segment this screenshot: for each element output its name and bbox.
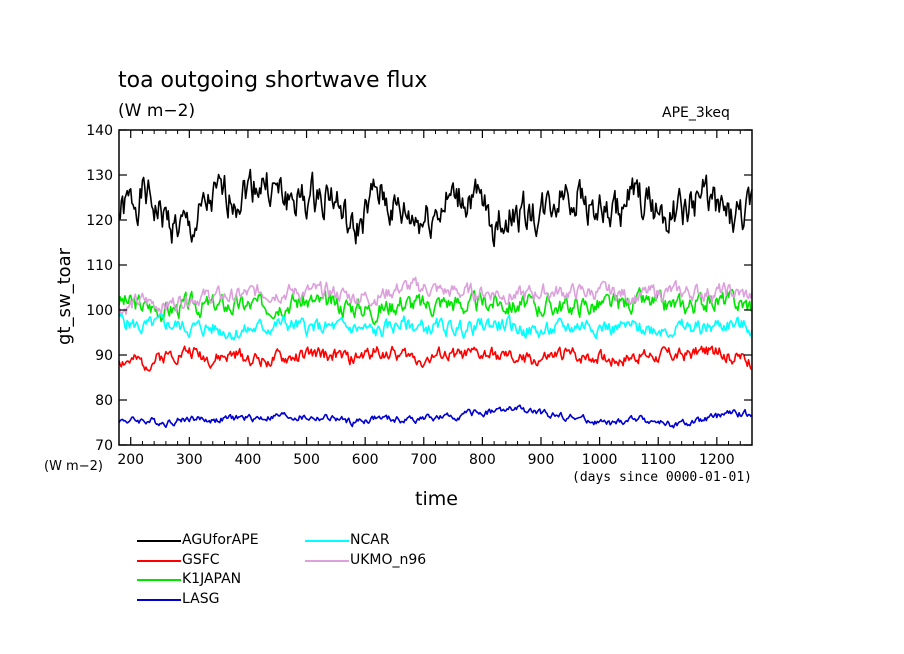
legend-label: NCAR [350, 532, 390, 548]
legend-swatch [137, 560, 181, 562]
legend-swatch [137, 599, 181, 601]
y-tick-label: 110 [86, 258, 113, 274]
series-line-lasg [118, 404, 753, 429]
series-line-k1japan [118, 287, 753, 326]
x-axis-label: time [415, 488, 458, 510]
legend-label: GSFC [182, 552, 220, 568]
y-tick-label: 90 [95, 348, 113, 364]
x-tick-label: 400 [235, 452, 262, 468]
x-tick-label: 700 [410, 452, 437, 468]
y-tick-label: 80 [95, 393, 113, 409]
x-tick-label: 500 [293, 452, 320, 468]
series-line-aguforape [118, 168, 753, 248]
legend-label: UKMO_n96 [350, 552, 427, 568]
legend-swatch [137, 540, 181, 542]
legend-swatch [137, 579, 181, 581]
series-line-gsfc [118, 345, 753, 372]
axis-ticks: 70 80 90 100 110 120 130 140 200 300 400 500 600 700 8… [86, 123, 753, 468]
legend-swatch [305, 560, 349, 562]
x-tick-label: 900 [528, 452, 555, 468]
series-line-ncar [118, 312, 753, 341]
x-tick-label: 600 [352, 452, 379, 468]
y-tick-label: 120 [86, 213, 113, 229]
legend-label: AGUforAPE [182, 532, 259, 548]
y-tick-label: 100 [86, 303, 113, 319]
y-tick-label: 130 [86, 168, 113, 184]
y-axis-units: (W m−2) [44, 459, 103, 474]
legend-label: K1JAPAN [182, 571, 242, 587]
x-tick-label: 300 [176, 452, 203, 468]
plot-lines [118, 168, 753, 429]
run-id-label: APE_3keq [662, 105, 730, 121]
x-tick-label: 1100 [640, 452, 676, 468]
x-tick-label: 200 [117, 452, 144, 468]
y-axis-label: gt_sw_toar [54, 247, 75, 345]
y-tick-label: 70 [95, 438, 113, 454]
y-tick-label: 140 [86, 123, 113, 139]
x-tick-label: 800 [469, 452, 496, 468]
series-line-ukmo_n96 [118, 276, 753, 317]
x-tick-label: 1200 [699, 452, 735, 468]
legend-swatch [305, 540, 349, 542]
chart-title: toa outgoing shortwave flux [118, 68, 428, 93]
legend-label: LASG [182, 591, 220, 607]
x-axis-units: (days since 0000-01-01) [572, 470, 753, 485]
chart-units: (W m−2) [118, 101, 196, 121]
x-tick-label: 1000 [582, 452, 618, 468]
